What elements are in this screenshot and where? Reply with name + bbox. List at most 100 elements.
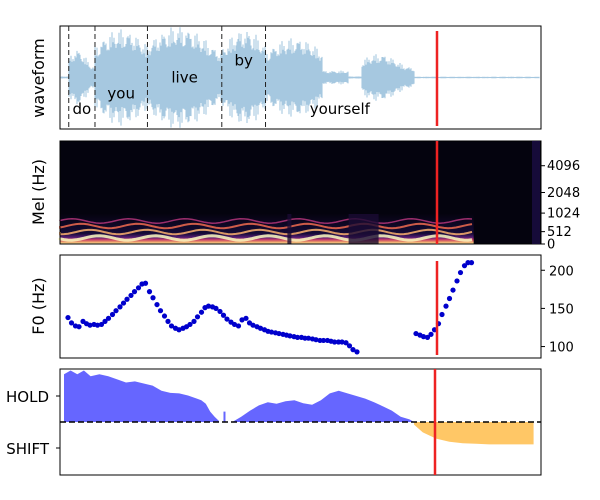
f0-point bbox=[113, 308, 119, 314]
f0-point bbox=[231, 321, 238, 328]
turn-frame bbox=[59, 368, 542, 476]
f0-point bbox=[313, 337, 319, 343]
f0-point bbox=[187, 321, 193, 328]
f0-point bbox=[131, 289, 138, 295]
f0-point bbox=[424, 334, 431, 340]
f0-point bbox=[135, 285, 142, 291]
f0-point bbox=[128, 292, 134, 299]
f0-point bbox=[168, 323, 175, 329]
f0-point bbox=[428, 331, 434, 337]
f0-point bbox=[446, 295, 453, 302]
mel-harmonic-0 bbox=[58, 234, 473, 242]
f0-point bbox=[65, 314, 71, 321]
f0-point bbox=[150, 295, 156, 301]
waveform-signal bbox=[60, 27, 540, 128]
word-label-yourself: yourself bbox=[310, 100, 371, 118]
f0-point bbox=[461, 263, 468, 269]
mel-energy bbox=[58, 214, 474, 244]
f0-point bbox=[443, 303, 449, 309]
f0-point bbox=[198, 309, 205, 315]
f0-ylabel: F0 (Hz) bbox=[29, 277, 48, 334]
f0-point bbox=[142, 280, 149, 286]
f0-point bbox=[213, 305, 219, 312]
turn-panel: HOLD SHIFT bbox=[6, 368, 542, 476]
f0-point bbox=[146, 289, 153, 295]
f0-ytick-200: 200 bbox=[549, 264, 574, 279]
f0-point bbox=[205, 303, 212, 309]
mel-ytick-2048: 2048 bbox=[547, 186, 580, 201]
f0-point bbox=[305, 335, 312, 341]
f0-point bbox=[120, 300, 127, 306]
f0-point bbox=[287, 333, 293, 339]
mel-ytick-0: 0 bbox=[547, 238, 555, 253]
f0-point bbox=[413, 330, 419, 337]
f0-point bbox=[250, 322, 256, 328]
f0-frame bbox=[59, 254, 542, 359]
f0-point bbox=[457, 269, 464, 276]
f0-point bbox=[109, 311, 116, 318]
mel-colorbar-strip bbox=[532, 141, 540, 244]
word-label-live: live bbox=[171, 69, 197, 87]
f0-point bbox=[320, 337, 327, 344]
mel-gap-0 bbox=[287, 214, 292, 244]
mel-colorbar bbox=[532, 141, 540, 244]
f0-point bbox=[420, 334, 427, 340]
f0-point bbox=[117, 304, 123, 310]
mel-ylabel: Mel (Hz) bbox=[29, 159, 48, 225]
turn-ytick-hold: HOLD bbox=[6, 388, 49, 406]
f0-point bbox=[239, 317, 245, 323]
f0-point bbox=[346, 343, 353, 349]
hold-area-2 bbox=[232, 390, 414, 422]
mel-harmonic-3 bbox=[59, 218, 473, 224]
f0-point bbox=[454, 278, 460, 284]
mel-harmonic-1 bbox=[59, 228, 473, 236]
f0-point bbox=[339, 339, 345, 345]
f0-point bbox=[217, 308, 223, 315]
f0-point bbox=[294, 334, 301, 340]
f0-point bbox=[235, 323, 242, 329]
f0-point bbox=[276, 330, 282, 337]
f0-point bbox=[343, 340, 349, 346]
f0-point bbox=[331, 339, 338, 345]
f0-point bbox=[439, 311, 445, 318]
waveform-ylabel: waveform bbox=[29, 38, 48, 118]
shift-area bbox=[413, 422, 534, 445]
f0-point bbox=[161, 313, 168, 319]
f0-point bbox=[191, 318, 197, 324]
f0-point bbox=[68, 320, 75, 326]
f0-point bbox=[350, 347, 356, 353]
mel-ytick-1024: 1024 bbox=[547, 207, 580, 222]
f0-ytick-100: 100 bbox=[549, 341, 574, 356]
f0-point bbox=[354, 349, 360, 355]
f0-point bbox=[220, 312, 227, 318]
f0-point bbox=[87, 322, 93, 328]
turn-ytick-shift: SHIFT bbox=[6, 440, 50, 458]
f0-point bbox=[105, 315, 112, 321]
turn-yticks: HOLD SHIFT bbox=[6, 388, 60, 458]
f0-point bbox=[165, 318, 171, 324]
f0-point bbox=[98, 321, 105, 328]
f0-point bbox=[224, 316, 230, 322]
word-label-you: you bbox=[107, 85, 135, 103]
f0-point bbox=[468, 260, 475, 266]
f0-point bbox=[154, 301, 160, 308]
f0-point bbox=[257, 325, 264, 331]
mel-ytick-4096: 4096 bbox=[547, 159, 580, 174]
f0-point bbox=[124, 296, 130, 302]
mel-ytick-512: 512 bbox=[547, 225, 572, 240]
f0-point bbox=[194, 314, 201, 320]
cursor-lines bbox=[433, 31, 439, 475]
f0-point bbox=[268, 329, 275, 335]
f0-point bbox=[76, 324, 82, 330]
f0-panel: 100 150 200 F0 (Hz) bbox=[29, 254, 574, 359]
hold-area-1 bbox=[64, 370, 220, 422]
word-boundaries bbox=[68, 26, 267, 129]
word-label-do: do bbox=[73, 100, 92, 118]
hold-spike bbox=[223, 411, 226, 422]
f0-point bbox=[102, 318, 108, 324]
